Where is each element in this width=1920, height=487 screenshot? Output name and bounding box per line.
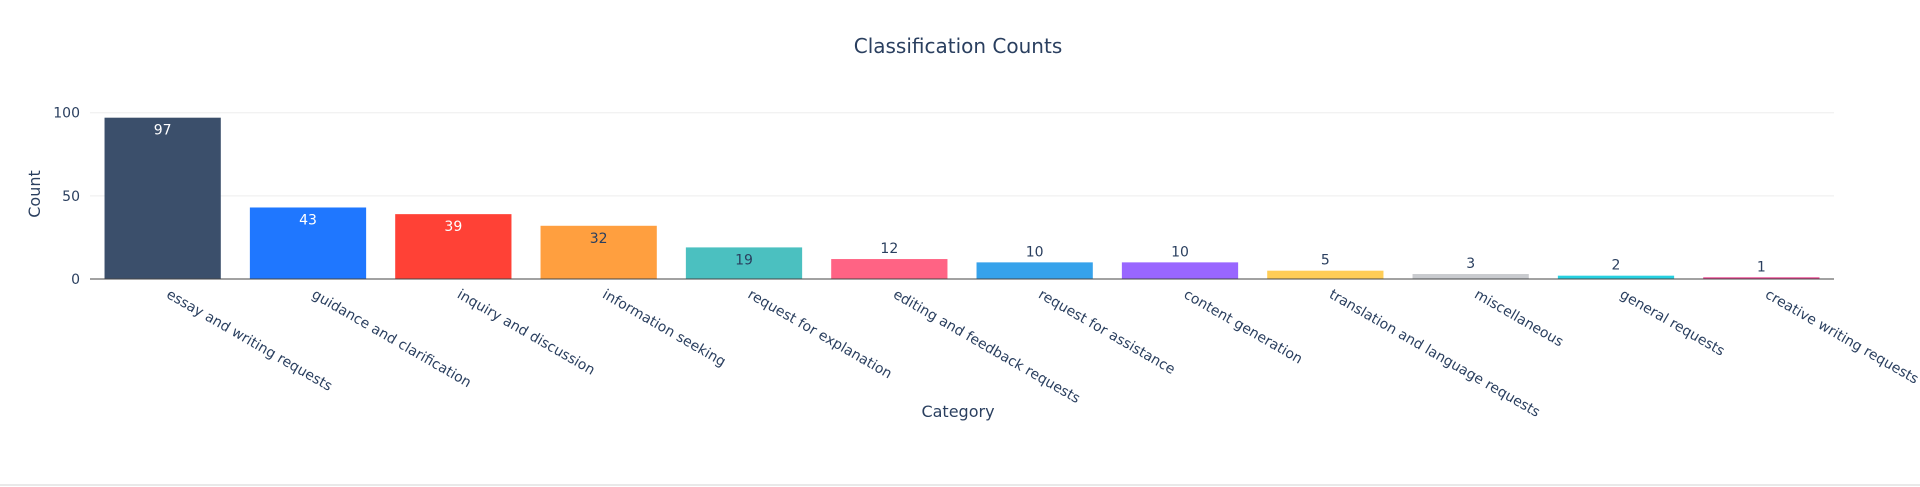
x-tick-label-4: information seeking: [600, 287, 729, 371]
bar-7[interactable]: [976, 262, 1093, 279]
data-label-1: 97: [154, 123, 172, 139]
y-tick-label-50: 50: [62, 189, 80, 205]
bottom-divider: [0, 484, 1920, 486]
data-label-12: 1: [1757, 259, 1766, 275]
bar-6[interactable]: [831, 259, 948, 279]
data-label-9: 5: [1321, 253, 1330, 269]
bar-5[interactable]: [685, 247, 803, 279]
x-axis-title: Category: [921, 402, 994, 421]
data-label-8: 10: [1171, 244, 1189, 260]
bar-12[interactable]: [1703, 277, 1820, 279]
y-axis-title: Count: [25, 170, 44, 218]
y-tick-label-0: 0: [71, 272, 80, 288]
x-tick-label-8: content generation: [1181, 287, 1305, 368]
bar-10[interactable]: [1412, 274, 1529, 279]
x-tick-label-11: general requests: [1617, 287, 1727, 360]
data-label-2: 43: [299, 212, 317, 228]
grid-lines: [90, 112, 1834, 197]
x-tick-label-12: creative writing requests: [1762, 287, 1920, 388]
bar-4[interactable]: [540, 225, 657, 279]
bar-2[interactable]: [249, 207, 367, 279]
data-label-5: 19: [735, 252, 753, 268]
data-label-6: 12: [880, 241, 898, 257]
x-tick-label-2: guidance and clarification: [309, 287, 474, 391]
x-tick-label-10: miscellaneous: [1472, 287, 1566, 351]
data-label-11: 2: [1612, 258, 1621, 274]
data-label-3: 39: [444, 219, 462, 235]
y-tick-label-100: 100: [53, 106, 80, 122]
data-label-4: 32: [590, 231, 608, 247]
data-label-10: 3: [1466, 256, 1475, 272]
bar-1[interactable]: [104, 117, 221, 280]
bar-9[interactable]: [1267, 270, 1384, 279]
chart-title: Classification Counts: [854, 34, 1063, 58]
y-tick-labels: 0 50 100: [53, 106, 80, 288]
x-tick-label-1: essay and writing requests: [164, 287, 335, 395]
bar-8[interactable]: [1121, 262, 1239, 279]
data-label-7: 10: [1026, 244, 1044, 260]
x-tick-label-5: request for explanation: [745, 287, 895, 383]
bar-3[interactable]: [395, 214, 512, 279]
x-tick-label-7: request for assistance: [1036, 287, 1178, 378]
bars: [104, 117, 1820, 280]
x-tick-label-3: inquiry and discussion: [454, 287, 597, 379]
bar-11[interactable]: [1557, 275, 1675, 279]
